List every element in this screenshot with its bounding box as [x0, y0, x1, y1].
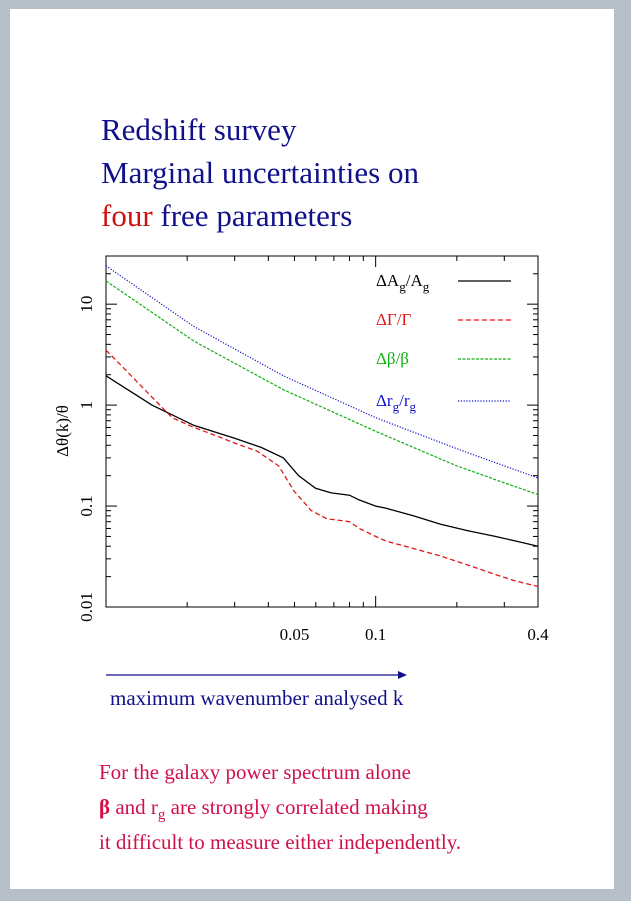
footnote-line-2: β and rg are strongly correlated making [99, 790, 461, 825]
legend: ΔAg/Ag ΔΓ/Γ Δβ/β Δrg/rg [376, 271, 511, 414]
y-tick-label: 10 [77, 296, 96, 313]
axis-tick-labels: 0.01 0.1 1 10 0.05 0.1 0.4 [77, 296, 549, 644]
y-tick-label: 0.1 [77, 495, 96, 516]
series-line-r [105, 265, 539, 479]
footnote: For the galaxy power spectrum alone β an… [99, 755, 461, 860]
footnote-line-3: it difficult to measure either independe… [99, 830, 462, 854]
title-line-2: Marginal uncertainties on [101, 155, 419, 190]
legend-label-A: ΔAg/Ag [376, 271, 430, 294]
y-tick-label: 0.01 [77, 592, 96, 622]
y-axis-label: Δθ(k)/θ [53, 405, 72, 457]
title-line-1: Redshift survey [101, 112, 297, 147]
legend-label-Gamma: ΔΓ/Γ [376, 310, 411, 329]
title-highlight-word: four [101, 198, 153, 233]
footnote-line-1: For the galaxy power spectrum alone [99, 760, 411, 784]
footnote-line-2-a: and r [110, 795, 158, 819]
series-lines [105, 265, 539, 588]
beta-symbol: β [99, 795, 111, 819]
legend-label-beta: Δβ/β [376, 349, 409, 368]
plot-frame [105, 255, 539, 608]
footnote-line-2-b: are strongly correlated making [165, 795, 428, 819]
axis-ticks [105, 255, 539, 608]
series-line-Gamma [105, 349, 539, 588]
legend-label-r: Δrg/rg [376, 391, 416, 414]
title-line-3-rest: free parameters [152, 198, 353, 233]
x-tick-label: 0.4 [527, 625, 549, 644]
x-tick-label: 0.05 [280, 625, 310, 644]
title-line-3: four free parameters [101, 198, 352, 234]
wavenumber-arrow-head [398, 671, 407, 679]
x-tick-label: 0.1 [365, 625, 386, 644]
footnote-line-2-sub: g [157, 807, 166, 823]
y-tick-label: 1 [77, 401, 96, 410]
slide [10, 9, 614, 889]
x-axis-arrow-label: maximum wavenumber analysed k [110, 686, 404, 710]
series-line-beta [105, 280, 539, 496]
series-line-A [105, 375, 539, 547]
